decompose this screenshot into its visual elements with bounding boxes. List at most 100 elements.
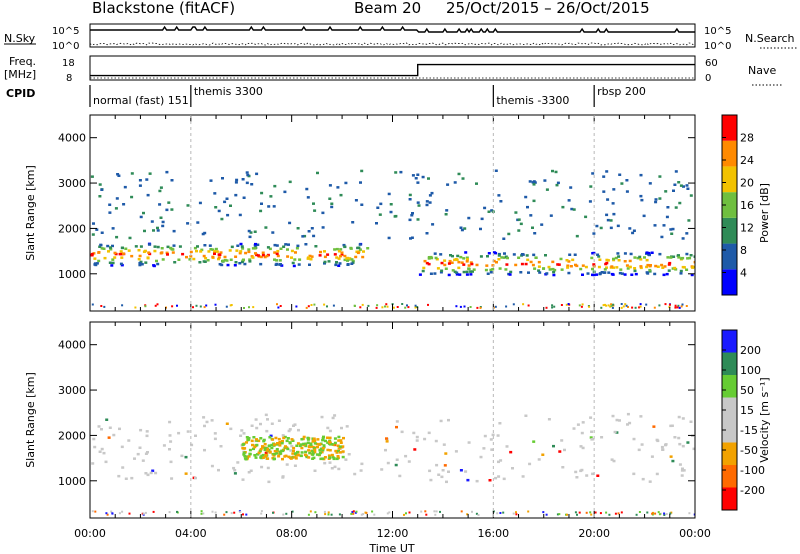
heatmap-cell xyxy=(624,303,627,306)
heatmap-cell xyxy=(575,264,579,268)
heatmap-cell xyxy=(144,305,147,308)
heatmap-cell xyxy=(136,452,140,456)
heatmap-cell xyxy=(99,243,103,247)
heatmap-cell xyxy=(680,474,684,477)
heatmap-cell xyxy=(307,445,311,449)
heatmap-cell xyxy=(592,263,596,266)
heatmap-cell xyxy=(264,413,268,417)
colorbar-swatch xyxy=(722,375,737,398)
heatmap-cell xyxy=(588,200,592,203)
heatmap-cell xyxy=(483,206,487,210)
heatmap-cell xyxy=(130,476,134,480)
heatmap-cell xyxy=(337,449,340,453)
heatmap-cell xyxy=(680,469,684,472)
heatmap-cell xyxy=(144,452,148,455)
heatmap-cell xyxy=(120,256,124,259)
heatmap-cell xyxy=(266,466,270,470)
heatmap-cell xyxy=(189,250,193,254)
heatmap-cell xyxy=(253,230,257,233)
heatmap-cell xyxy=(270,443,274,447)
heatmap-cell xyxy=(597,255,601,258)
heatmap-cell xyxy=(519,271,523,274)
heatmap-cell xyxy=(465,260,469,263)
heatmap-cell xyxy=(170,179,174,182)
heatmap-cell xyxy=(425,200,429,203)
heatmap-cell xyxy=(313,209,317,212)
heatmap-cell xyxy=(144,261,148,264)
heatmap-cell xyxy=(533,232,537,235)
heatmap-cell xyxy=(575,476,579,479)
heatmap-cell xyxy=(336,444,340,447)
heatmap-cell xyxy=(323,456,327,459)
heatmap-cell xyxy=(248,235,252,239)
heatmap-cell xyxy=(118,512,121,515)
heatmap-cell xyxy=(326,448,330,452)
heatmap-cell xyxy=(337,435,341,439)
heatmap-cell xyxy=(676,306,679,309)
heatmap-cell xyxy=(211,510,214,513)
heatmap-cell xyxy=(240,429,244,432)
heatmap-cell xyxy=(306,436,310,440)
heatmap-cell xyxy=(234,193,238,197)
heatmap-cell xyxy=(631,306,634,309)
heatmap-cell xyxy=(209,248,213,251)
nsearch-tick-top: 10^5 xyxy=(704,26,731,37)
colorbar-swatch xyxy=(722,442,737,465)
heatmap-cell xyxy=(567,260,571,263)
heatmap-cell xyxy=(266,418,269,421)
heatmap-cell xyxy=(658,197,662,200)
heatmap-cell xyxy=(641,477,645,481)
heatmap-cell xyxy=(460,261,464,264)
heatmap-cell xyxy=(492,259,496,263)
heatmap-cell xyxy=(186,204,190,207)
heatmap-cell xyxy=(241,247,245,250)
heatmap-cell xyxy=(580,305,583,308)
heatmap-cell xyxy=(466,258,469,261)
heatmap-cell xyxy=(278,441,282,444)
heatmap-cell xyxy=(677,304,680,307)
heatmap-cell xyxy=(617,512,620,515)
heatmap-cell xyxy=(266,447,269,451)
heatmap-cell xyxy=(120,445,124,449)
heatmap-cell xyxy=(672,189,675,192)
cpid-segment-label: normal (fast) 151 xyxy=(93,94,189,107)
heatmap-cell xyxy=(326,426,330,430)
heatmap-cell xyxy=(117,474,121,478)
heatmap-cell xyxy=(290,438,294,441)
heatmap-cell xyxy=(252,447,255,451)
heatmap-cell xyxy=(477,514,480,516)
heatmap-cell xyxy=(664,443,668,446)
heatmap-cell xyxy=(660,235,664,239)
heatmap-cell xyxy=(421,175,425,179)
heatmap-cell xyxy=(678,201,682,205)
heatmap-cell xyxy=(266,246,270,249)
heatmap-cell xyxy=(581,446,585,450)
heatmap-cell xyxy=(654,198,658,201)
heatmap-cell xyxy=(558,513,561,516)
heatmap-cell xyxy=(297,263,301,266)
heatmap-cell xyxy=(251,256,255,259)
heatmap-cell xyxy=(483,434,487,438)
heatmap-cell xyxy=(303,453,307,457)
heatmap-cell xyxy=(509,270,513,274)
heatmap-cell xyxy=(202,260,206,263)
heatmap-cell xyxy=(146,193,150,197)
heatmap-cell xyxy=(119,250,123,253)
heatmap-cell xyxy=(327,511,330,514)
heatmap-cell xyxy=(521,475,525,478)
heatmap-cell xyxy=(269,434,273,438)
heatmap-cell xyxy=(656,265,660,268)
colorbar-swatch xyxy=(722,465,737,488)
heatmap-cell xyxy=(418,273,422,276)
heatmap-cell xyxy=(567,271,571,275)
heatmap-cell xyxy=(291,510,294,513)
heatmap-cell xyxy=(376,304,379,307)
heatmap-cell xyxy=(646,263,650,267)
heatmap-cell xyxy=(338,513,341,516)
heatmap-cell xyxy=(612,188,616,191)
heatmap-cell xyxy=(252,306,255,309)
heatmap-cell xyxy=(459,305,462,308)
heatmap-cell xyxy=(323,250,326,253)
nsky-series xyxy=(89,25,696,46)
heatmap-cell xyxy=(655,438,659,442)
